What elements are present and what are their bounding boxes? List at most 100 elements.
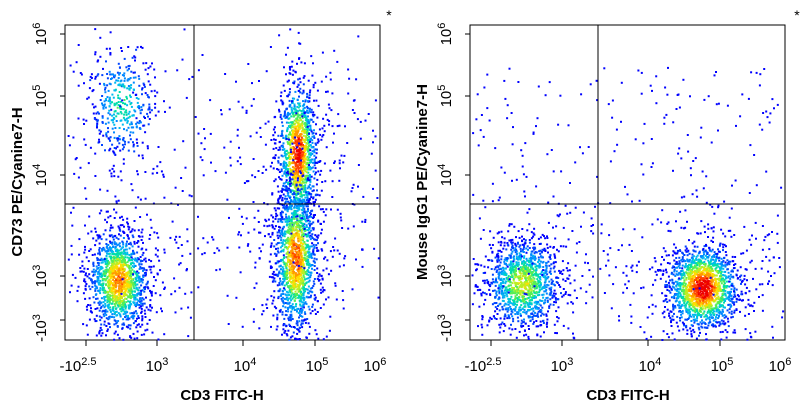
panel-1-dot (307, 259, 310, 261)
panel-1-dot (286, 197, 288, 200)
panel-1-dot (280, 230, 283, 233)
panel-1-dot (125, 117, 128, 120)
panel-1-dot (127, 285, 130, 288)
panel-1-dot (294, 199, 297, 202)
panel-1-dot (92, 263, 95, 265)
panel-1-dot (287, 258, 290, 261)
panel-1-dot (94, 53, 97, 56)
panel-1-dot (299, 42, 302, 45)
panel-1-dot (289, 222, 291, 225)
panel-1-dot (190, 195, 193, 198)
panel-1-dot (271, 226, 274, 229)
panel-1-dot (183, 28, 186, 31)
panel-1-dot (301, 326, 304, 329)
panel-1-dot (286, 231, 289, 234)
panel-1-dot (312, 111, 315, 114)
panel-1-dot (140, 289, 143, 292)
panel-1-dot (130, 121, 133, 124)
panel-1-dot (117, 305, 120, 308)
panel-1-dot (209, 99, 212, 102)
panel-1-dot (302, 146, 305, 149)
panel-1-dot (298, 199, 301, 202)
panel-1-dot (304, 99, 307, 102)
panel-1-dot (105, 243, 108, 245)
panel-1-dot (309, 214, 312, 217)
panel-1-dot (294, 212, 297, 215)
panel-1-dot (279, 260, 282, 263)
panel-1-dot (118, 268, 121, 271)
panel-1-dot (133, 109, 136, 112)
panel-1-dot (285, 187, 288, 190)
panel-1-dot (310, 252, 313, 255)
panel-1-dot (111, 262, 114, 265)
panel-1-dot (123, 292, 126, 295)
panel-1-dot (289, 306, 292, 309)
panel-1-dot (281, 133, 283, 136)
panel-1-dot (140, 293, 143, 296)
panel-1-dot (320, 228, 323, 231)
panel-1-dot (307, 138, 310, 141)
panel-1-dot (333, 249, 336, 252)
panel-1-dot (299, 170, 302, 173)
panel-1-dot (301, 165, 304, 168)
panel-1-dot (291, 252, 294, 255)
panel-1-dot (284, 306, 287, 309)
panel-1-dot (132, 251, 135, 253)
panel-1-dot (110, 282, 113, 285)
panel-1-dot (129, 103, 132, 106)
panel-1-dot (314, 313, 317, 315)
panel-1-dot (124, 245, 127, 248)
panel-1-dot (347, 227, 350, 230)
panel-1-dot (303, 234, 306, 236)
panel-1-dot (123, 77, 126, 80)
panel-1-dot (311, 237, 314, 239)
panel-1-dot (159, 269, 162, 272)
panel-1-dot (143, 290, 146, 293)
panel-1-dot (121, 299, 124, 302)
panel-1-dot (97, 281, 100, 284)
panel-1-dot (116, 250, 119, 253)
panel-1-dot (288, 91, 291, 94)
panel-1-dot (96, 119, 99, 122)
panel-1-dot (121, 74, 124, 77)
panel-1-dot (306, 163, 309, 166)
panel-1-dot (115, 302, 118, 305)
panel-1-dot (310, 55, 313, 58)
panel-1-dot (302, 258, 305, 261)
panel-1-dot (293, 132, 296, 135)
panel-1-dot (305, 215, 308, 218)
panel-1-dot (110, 247, 113, 250)
panel-1-dot (224, 171, 227, 174)
panel-1-dot (120, 254, 123, 257)
panel-1-dot (140, 310, 143, 313)
panel-1-dot (306, 119, 308, 122)
panel-1-dot (86, 97, 89, 100)
panel-1-dot (355, 78, 358, 81)
panel-1-dot (338, 179, 341, 182)
panel-1-dot (281, 188, 284, 191)
panel-1-dot (92, 112, 95, 115)
panel-1-dot (283, 279, 286, 282)
panel-1-dot (314, 148, 317, 151)
panel-1-dot (122, 116, 125, 119)
panel-1-dot (285, 153, 288, 156)
panel-1-dot (283, 331, 286, 334)
panel-1-dot (108, 96, 111, 99)
panel-1-dot (133, 266, 135, 269)
panel-1-dot (239, 163, 242, 166)
panel-1-dot (107, 322, 110, 325)
panel-1-dot (142, 82, 145, 85)
panel-1-dot (115, 200, 118, 203)
panel-1-dot (99, 292, 102, 295)
panel-1-dot (290, 182, 293, 185)
panel-1-dot (302, 237, 305, 240)
panel-1-dot (106, 310, 109, 313)
panel-1-dot (114, 265, 117, 267)
panel-1-dot (224, 73, 227, 75)
panel-1-dot (344, 255, 347, 258)
panel-1-dot (303, 158, 306, 161)
panel-1-dot (102, 67, 104, 70)
panel-1-dot (140, 108, 143, 111)
panel-1-dot (106, 270, 109, 273)
panel-1-dot (288, 289, 291, 292)
